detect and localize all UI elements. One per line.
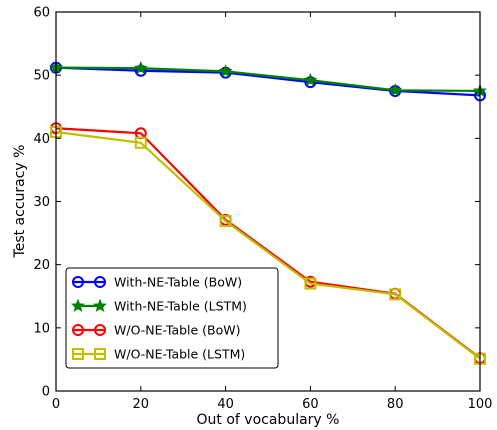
series-2	[48, 60, 488, 97]
x-tick-label: 40	[217, 397, 234, 412]
y-tick-label: 20	[33, 258, 50, 273]
data-point	[218, 64, 233, 78]
x-tick-label: 100	[468, 397, 493, 412]
plot-marks	[48, 60, 488, 365]
y-tick-label: 0	[42, 385, 50, 400]
data-point	[304, 277, 317, 290]
legend-marker	[72, 276, 84, 288]
data-point	[389, 288, 402, 301]
legend-marker	[94, 324, 106, 336]
legend-item: W/O-NE-Table (LSTM)	[72, 347, 245, 362]
x-axis-label: Out of vocabulary %	[197, 412, 340, 428]
series-line	[55, 66, 481, 97]
legend-label: With-NE-Table (LSTM)	[114, 299, 247, 314]
data-point	[219, 215, 232, 228]
legend-item: W/O-NE-Table (BoW)	[72, 323, 241, 338]
legend-item: With-NE-Table (BoW)	[72, 275, 242, 290]
y-tick-label: 40	[33, 132, 50, 147]
data-point	[134, 136, 147, 149]
x-tick-label: 0	[52, 397, 60, 412]
legend-marker	[72, 348, 84, 360]
series-line	[55, 130, 481, 360]
x-tick-label: 80	[387, 397, 404, 412]
legend-item: With-NE-Table (LSTM)	[70, 298, 247, 314]
data-point	[303, 72, 318, 87]
legend-marker	[70, 298, 86, 312]
x-tick-label: 20	[133, 397, 150, 412]
series-line	[55, 66, 481, 93]
legend-label: W/O-NE-Table (BoW)	[114, 323, 241, 338]
axis-ticks: 0 20 40 60 80 100 0 10 20 30 40 50 60	[33, 6, 492, 413]
legend-marker	[92, 298, 108, 312]
y-tick-label: 60	[33, 6, 50, 21]
x-tick-label: 60	[302, 397, 319, 412]
data-point	[388, 82, 403, 97]
y-tick-label: 30	[33, 195, 50, 210]
legend: With-NE-Table (BoW) With-NE-Table (LSTM) W…	[65, 267, 279, 369]
y-tick-label: 10	[33, 321, 50, 336]
legend-marker	[94, 348, 106, 360]
y-axis-label: Test accuracy %	[12, 145, 28, 259]
data-point	[133, 60, 148, 75]
y-tick-label: 50	[33, 69, 50, 84]
legend-label: With-NE-Table (BoW)	[114, 275, 242, 290]
legend-box	[65, 267, 279, 369]
legend-marker	[94, 276, 106, 288]
legend-label: W/O-NE-Table (LSTM)	[114, 347, 245, 362]
legend-marker	[72, 324, 84, 336]
